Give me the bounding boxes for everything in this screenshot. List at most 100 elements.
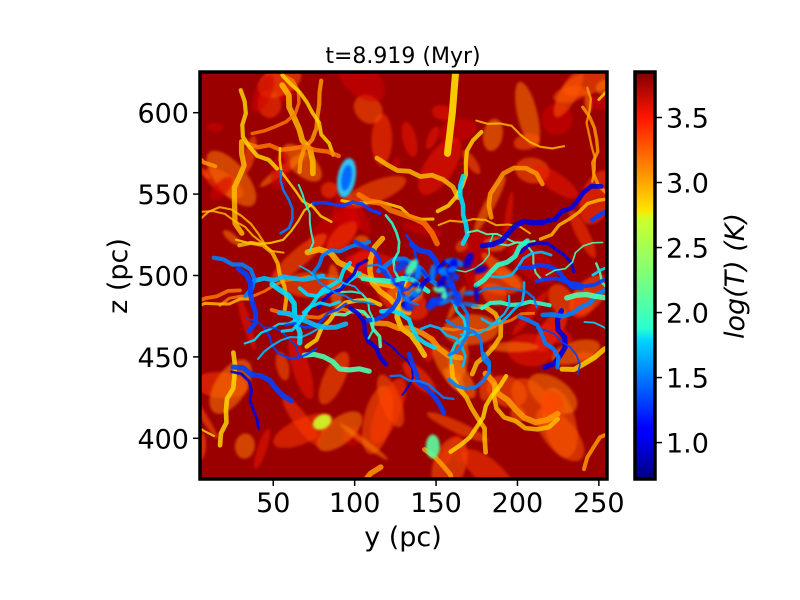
- heatmap-filament: [269, 281, 303, 346]
- colorbar-tick-label: 2.0: [666, 299, 709, 330]
- heatmap-region: [447, 266, 458, 273]
- heatmap-region: [463, 290, 476, 296]
- heatmap-region: [405, 259, 418, 276]
- heatmap-region: [547, 283, 575, 315]
- colorbar-tick-label: 1.5: [666, 364, 709, 395]
- heatmap-region: [223, 230, 241, 246]
- y-tick-label: 500: [137, 262, 189, 293]
- y-tick-label: 550: [137, 180, 189, 211]
- heatmap-region: [488, 341, 539, 353]
- heatmap-filament: [280, 300, 341, 333]
- colorbar-tick-label: 1.0: [666, 429, 709, 460]
- colorbar: [633, 70, 657, 481]
- heatmap-region: [402, 294, 412, 303]
- chart-title: t=8.919 (Myr): [325, 44, 480, 69]
- heatmap-filament: [543, 183, 604, 224]
- heatmap-region: [234, 433, 255, 459]
- heatmap-filament: [276, 310, 349, 330]
- colorbar-ticks: 1.0 1.5 2.0 2.5 3.0 3.5: [655, 104, 709, 460]
- heatmap-filament: [263, 327, 318, 360]
- y-axis-label: z (pc): [103, 238, 134, 314]
- colorbar-tick-label: 2.5: [666, 234, 709, 265]
- heatmap-filament: [316, 258, 369, 310]
- heatmap-region: [288, 337, 314, 400]
- heatmap-filament: [382, 339, 414, 396]
- heatmap-filament: [445, 318, 492, 368]
- heatmap-region: [237, 295, 256, 351]
- heatmap-filament: [235, 266, 259, 334]
- heatmap-region: [393, 282, 400, 287]
- heatmap-filament: [200, 297, 254, 307]
- heatmap-filament: [422, 447, 454, 479]
- heatmap-region: [513, 133, 540, 150]
- heatmap-region: [420, 267, 429, 279]
- heatmap-filament: [541, 308, 568, 371]
- heatmap-filament: [230, 364, 294, 404]
- heatmap-region: [342, 175, 407, 209]
- heatmap-filament: [230, 370, 260, 431]
- heatmap-region: [275, 351, 290, 381]
- heatmap-filament: [449, 300, 468, 365]
- heatmap-region: [386, 281, 424, 306]
- heatmap-region: [318, 351, 350, 405]
- heatmap-filament: [297, 183, 315, 253]
- heatmap-region: [460, 302, 480, 308]
- heatmap-filament: [581, 105, 607, 196]
- heatmap-structures: [200, 72, 607, 479]
- heatmap-region: [514, 81, 541, 148]
- heatmap-filament: [200, 206, 266, 245]
- heatmap-filament: [448, 374, 509, 454]
- heatmap-region: [416, 287, 422, 293]
- heatmap-region: [532, 165, 579, 199]
- heatmap-region: [326, 220, 358, 255]
- heatmap-filament: [479, 218, 547, 249]
- heatmap-filament: [374, 155, 461, 200]
- heatmap-region: [391, 276, 396, 285]
- heatmap-filament: [356, 192, 440, 247]
- heatmap-region: [474, 265, 488, 274]
- heatmap-filament: [298, 264, 363, 295]
- heatmap-filament: [590, 208, 607, 223]
- x-tick-label: 250: [573, 488, 625, 519]
- heatmap-filament: [595, 262, 607, 290]
- heatmap-filament: [473, 238, 530, 288]
- heatmap-filament: [497, 241, 544, 282]
- heatmap-filament: [372, 320, 464, 361]
- heatmap-region: [316, 411, 363, 452]
- heatmap-filament: [301, 351, 372, 374]
- heatmap-filament: [486, 165, 545, 220]
- heatmap-filament: [476, 286, 538, 309]
- heatmap-filament: [364, 269, 411, 323]
- heatmap-region: [429, 264, 437, 282]
- heatmap-filament: [333, 308, 383, 349]
- heatmap-filament: [443, 72, 460, 157]
- heatmap-filament: [518, 262, 584, 291]
- heatmap-filament: [564, 291, 607, 303]
- heatmap-region: [338, 72, 385, 102]
- y-tick-label: 400: [137, 424, 189, 455]
- heatmap-region: [339, 423, 388, 460]
- heatmap-filament: [482, 370, 561, 426]
- heatmap-filament: [238, 88, 280, 171]
- heatmap-filament: [244, 141, 341, 159]
- colorbar-label: log(T) (K): [720, 213, 751, 339]
- heatmap-filament: [491, 382, 561, 432]
- heatmap-region: [463, 252, 474, 269]
- heatmap-region: [253, 428, 271, 469]
- heatmap: [200, 72, 607, 479]
- heatmap-region: [206, 122, 224, 132]
- heatmap-filament: [252, 273, 326, 284]
- heatmap-filament: [312, 272, 375, 306]
- heatmap-filament: [279, 82, 316, 177]
- heatmap-filament: [449, 363, 488, 455]
- heatmap-region: [370, 377, 406, 444]
- heatmap-filament: [490, 250, 553, 279]
- heatmap-region: [452, 291, 463, 307]
- heatmap-filament: [585, 86, 597, 183]
- heatmap-region: [439, 298, 454, 305]
- heatmap-region: [353, 94, 383, 124]
- heatmap-filament: [389, 374, 455, 401]
- heatmap-region: [425, 434, 440, 459]
- x-axis-label: y (pc): [364, 522, 442, 553]
